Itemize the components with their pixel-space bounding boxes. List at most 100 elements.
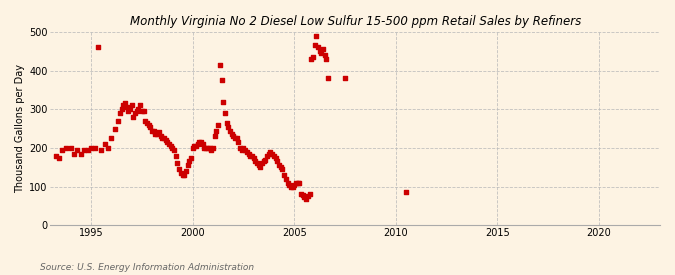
- Point: [226, 132, 237, 137]
- Point: [401, 190, 412, 194]
- Point: [125, 107, 136, 111]
- Point: [196, 140, 207, 144]
- Point: [209, 134, 220, 139]
- Point: [309, 43, 320, 48]
- Point: [202, 146, 213, 150]
- Point: [316, 51, 327, 55]
- Point: [132, 109, 142, 113]
- Point: [245, 153, 256, 158]
- Point: [159, 136, 169, 141]
- Point: [208, 146, 219, 150]
- Point: [153, 130, 164, 135]
- Point: [243, 152, 254, 156]
- Point: [321, 57, 332, 61]
- Point: [79, 148, 90, 152]
- Point: [187, 146, 198, 150]
- Point: [173, 167, 184, 171]
- Point: [65, 146, 76, 150]
- Point: [211, 128, 222, 133]
- Point: [255, 165, 266, 169]
- Point: [133, 107, 144, 111]
- Point: [123, 109, 134, 113]
- Point: [260, 157, 271, 162]
- Point: [96, 148, 107, 152]
- Point: [69, 152, 80, 156]
- Point: [306, 57, 317, 61]
- Point: [262, 153, 273, 158]
- Point: [138, 109, 149, 113]
- Point: [89, 146, 100, 150]
- Point: [221, 120, 232, 125]
- Title: Monthly Virginia No 2 Diesel Low Sulfur 15-500 ppm Retail Sales by Refiners: Monthly Virginia No 2 Diesel Low Sulfur …: [130, 15, 581, 28]
- Point: [157, 136, 167, 141]
- Point: [235, 146, 246, 150]
- Point: [192, 142, 203, 146]
- Point: [160, 138, 171, 142]
- Point: [265, 150, 276, 154]
- Point: [206, 148, 217, 152]
- Point: [269, 153, 279, 158]
- Point: [181, 169, 192, 173]
- Point: [191, 144, 202, 148]
- Point: [76, 152, 86, 156]
- Point: [116, 107, 127, 111]
- Point: [128, 115, 139, 119]
- Point: [292, 180, 303, 185]
- Point: [256, 161, 267, 166]
- Point: [130, 111, 140, 115]
- Point: [143, 123, 154, 127]
- Point: [184, 159, 194, 164]
- Point: [313, 45, 323, 50]
- Point: [300, 197, 311, 201]
- Point: [152, 132, 163, 137]
- Point: [50, 154, 61, 159]
- Point: [122, 105, 132, 109]
- Point: [294, 181, 304, 186]
- Point: [179, 173, 190, 177]
- Point: [165, 144, 176, 148]
- Point: [72, 148, 83, 152]
- Point: [201, 146, 212, 150]
- Point: [170, 153, 181, 158]
- Point: [113, 119, 124, 123]
- Point: [177, 173, 188, 177]
- Point: [230, 136, 240, 141]
- Point: [318, 47, 329, 51]
- Point: [225, 128, 236, 133]
- Point: [216, 78, 227, 82]
- Point: [288, 184, 298, 189]
- Point: [248, 155, 259, 160]
- Point: [92, 45, 103, 50]
- Point: [136, 109, 147, 113]
- Point: [252, 161, 263, 166]
- Point: [194, 140, 205, 144]
- Point: [109, 126, 120, 131]
- Point: [223, 125, 234, 129]
- Point: [155, 134, 166, 139]
- Point: [302, 194, 313, 199]
- Point: [214, 63, 225, 67]
- Point: [233, 140, 244, 144]
- Point: [204, 146, 215, 150]
- Point: [176, 171, 186, 175]
- Point: [146, 128, 157, 133]
- Point: [86, 146, 97, 150]
- Point: [340, 76, 350, 81]
- Point: [308, 55, 319, 59]
- Point: [167, 146, 178, 150]
- Point: [169, 148, 180, 152]
- Point: [232, 136, 242, 141]
- Point: [280, 177, 291, 181]
- Point: [197, 142, 208, 146]
- Point: [135, 103, 146, 108]
- Point: [103, 146, 113, 150]
- Point: [53, 156, 64, 161]
- Point: [240, 148, 250, 152]
- Point: [172, 161, 183, 166]
- Point: [189, 144, 200, 148]
- Point: [273, 163, 284, 167]
- Point: [126, 103, 137, 108]
- Point: [186, 155, 196, 160]
- Point: [117, 103, 128, 108]
- Point: [319, 53, 330, 57]
